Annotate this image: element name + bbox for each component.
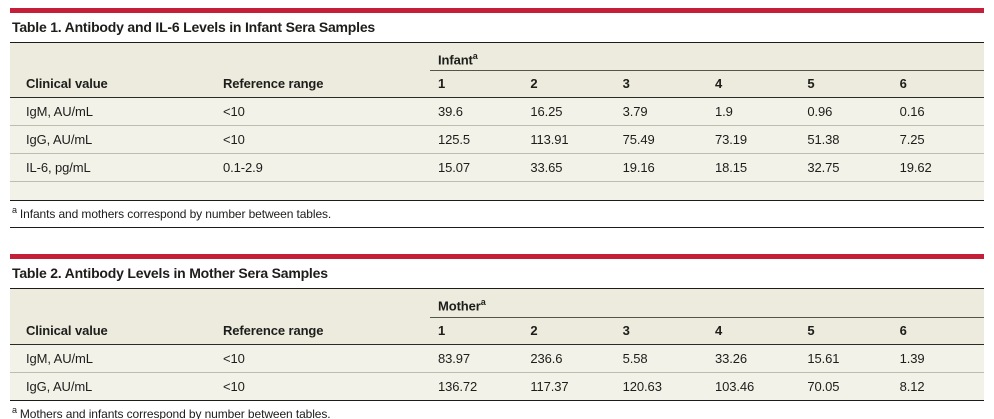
footnote-text: Infants and mothers correspond by number… [19, 207, 332, 222]
column-header: 4 [706, 70, 800, 99]
value-cell: 15.61 [799, 344, 892, 373]
value-cell: 19.62 [891, 153, 984, 183]
column-header: 2 [522, 317, 615, 345]
table-2-footnote: a Mothers and infants correspond by numbe… [10, 400, 984, 419]
table-2-top-rule [10, 254, 984, 260]
group-blank-cell [10, 43, 215, 71]
table-2-card: Table 2. Antibody Levels in Mother Sera … [10, 254, 984, 419]
table-1-top-rule [10, 8, 984, 13]
table-1-column-header-row: Clinical value Reference range 1 2 3 4 5… [10, 70, 984, 99]
group-label: Infant [438, 52, 473, 68]
table-row: IgG, AU/mL <10 125.5 113.91 75.49 73.19 … [10, 125, 984, 155]
value-cell: 16.25 [522, 97, 615, 127]
table-row: IgM, AU/mL <10 39.6 16.25 3.79 1.9 0.96 … [10, 97, 984, 127]
column-header: Clinical value [10, 317, 215, 345]
row-label-cell: IgM, AU/mL [10, 97, 215, 127]
table-1-header: Infanta Clinical value Reference range 1… [10, 43, 984, 99]
value-cell: 3.79 [614, 97, 707, 127]
value-cell: 83.97 [430, 344, 523, 373]
table-row: IL-6, pg/mL 0.1-2.9 15.07 33.65 19.16 18… [10, 153, 984, 183]
column-header: 3 [614, 70, 707, 99]
value-cell: 120.63 [614, 372, 707, 401]
row-label-cell: IL-6, pg/mL [10, 153, 215, 183]
table-2-column-header-row: Clinical value Reference range 1 2 3 4 5… [10, 317, 984, 345]
value-cell: 7.25 [891, 125, 984, 155]
ref-range-cell: 0.1-2.9 [215, 153, 430, 183]
value-cell: 51.38 [799, 125, 892, 155]
value-cell: 5.58 [614, 344, 707, 373]
column-header: 6 [891, 317, 984, 345]
column-header: 5 [799, 317, 892, 345]
value-cell: 19.16 [614, 153, 707, 183]
row-label-cell: IgM, AU/mL [10, 344, 215, 373]
value-cell: 0.16 [891, 97, 984, 127]
column-header: Reference range [215, 70, 430, 99]
value-cell: 18.15 [706, 153, 800, 183]
ref-range-cell: <10 [215, 97, 430, 127]
table-row: IgG, AU/mL <10 136.72 117.37 120.63 103.… [10, 372, 984, 401]
table-1-group-row: Infanta [10, 43, 984, 72]
table-row: IgM, AU/mL <10 83.97 236.6 5.58 33.26 15… [10, 344, 984, 373]
table-1-grid: Infanta Clinical value Reference range 1… [10, 43, 984, 202]
spacer-cell [10, 181, 984, 202]
group-superscript: a [472, 51, 478, 61]
table-1-footnote: a Infants and mothers correspond by numbe… [10, 201, 984, 229]
value-cell: 15.07 [430, 153, 523, 183]
group-blank-cell [215, 289, 430, 318]
column-header: Reference range [215, 317, 430, 345]
value-cell: 33.65 [522, 153, 615, 183]
value-cell: 236.6 [522, 344, 615, 373]
value-cell: 103.46 [706, 372, 800, 401]
table-2-group-header: Mothera [430, 289, 984, 318]
value-cell: 1.39 [891, 344, 984, 373]
row-label-cell: IgG, AU/mL [10, 125, 215, 155]
column-header: 1 [430, 70, 523, 99]
column-header: 4 [706, 317, 800, 345]
column-header: 1 [430, 317, 523, 345]
value-cell: 75.49 [614, 125, 707, 155]
ref-range-cell: <10 [215, 344, 430, 373]
value-cell: 0.96 [799, 97, 892, 127]
table-2-grid: Mothera Clinical value Reference range 1… [10, 289, 984, 401]
value-cell: 117.37 [522, 372, 615, 401]
group-blank-cell [215, 43, 430, 71]
footnote-marker: a [12, 404, 17, 415]
group-label: Mother [438, 298, 481, 314]
table-1-title: Table 1. Antibody and IL-6 Levels in Inf… [10, 13, 984, 43]
table-1-card: Table 1. Antibody and IL-6 Levels in Inf… [10, 8, 984, 229]
column-header: 3 [614, 317, 707, 345]
group-blank-cell [10, 289, 215, 318]
footnote-text: Mothers and infants correspond by number… [19, 406, 331, 419]
ref-range-cell: <10 [215, 372, 430, 401]
table-2-group-row: Mothera [10, 289, 984, 318]
value-cell: 33.26 [706, 344, 800, 373]
value-cell: 113.91 [522, 125, 615, 155]
table-1-group-header: Infanta [430, 43, 984, 72]
ref-range-cell: <10 [215, 125, 430, 155]
value-cell: 32.75 [799, 153, 892, 183]
column-header: Clinical value [10, 70, 215, 99]
row-label-cell: IgG, AU/mL [10, 372, 215, 401]
table-2-title: Table 2. Antibody Levels in Mother Sera … [10, 259, 984, 290]
table-1-spacer-row [10, 181, 984, 202]
column-header: 6 [891, 70, 984, 99]
value-cell: 125.5 [430, 125, 523, 155]
column-header: 5 [799, 70, 892, 99]
value-cell: 39.6 [430, 97, 523, 127]
group-superscript: a [480, 297, 486, 308]
table-2-header: Mothera Clinical value Reference range 1… [10, 289, 984, 345]
value-cell: 8.12 [891, 372, 984, 401]
value-cell: 73.19 [706, 125, 800, 155]
value-cell: 1.9 [706, 97, 800, 127]
footnote-marker: a [12, 205, 17, 216]
column-header: 2 [522, 70, 615, 99]
value-cell: 136.72 [430, 372, 523, 401]
value-cell: 70.05 [799, 372, 892, 401]
